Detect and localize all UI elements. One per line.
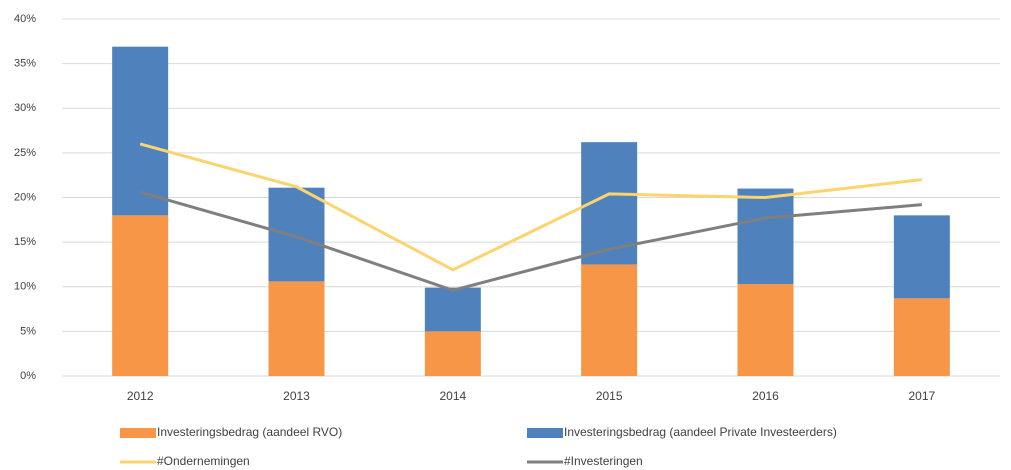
legend-swatch (527, 428, 563, 438)
legend-label: #Investeringen (564, 454, 643, 468)
y-tick-label: 0% (20, 370, 36, 382)
legend-swatch (120, 428, 156, 438)
bar (268, 281, 325, 376)
x-tick-label: 2017 (908, 389, 935, 403)
y-tick-label: 10% (14, 281, 36, 293)
bar (268, 187, 325, 282)
legend-label: Investeringsbedrag (aandeel Private Inve… (564, 425, 837, 439)
bar (112, 46, 169, 216)
y-tick-label: 5% (20, 325, 36, 337)
bar (424, 331, 481, 376)
x-tick-label: 2014 (439, 389, 466, 403)
y-tick-label: 30% (14, 102, 36, 114)
bar (424, 287, 481, 332)
x-tick-label: 2012 (127, 389, 154, 403)
line-series (139, 142, 923, 272)
bar (893, 298, 950, 376)
y-tick-label: 15% (14, 236, 36, 248)
x-tick-label: 2013 (283, 389, 310, 403)
x-tick-label: 2016 (752, 389, 779, 403)
bar (893, 215, 950, 299)
bar (737, 188, 794, 285)
y-tick-label: 25% (14, 147, 36, 159)
y-tick-label: 40% (14, 13, 36, 25)
x-tick-label: 2015 (596, 389, 623, 403)
y-tick-label: 20% (14, 191, 36, 203)
legend-label: Investeringsbedrag (aandeel RVO) (157, 425, 342, 439)
bar (581, 264, 638, 376)
line-series (139, 190, 922, 292)
bar (737, 284, 794, 376)
y-tick-label: 35% (14, 58, 36, 70)
bar (112, 215, 169, 376)
legend-label: #Ondernemingen (157, 454, 250, 468)
